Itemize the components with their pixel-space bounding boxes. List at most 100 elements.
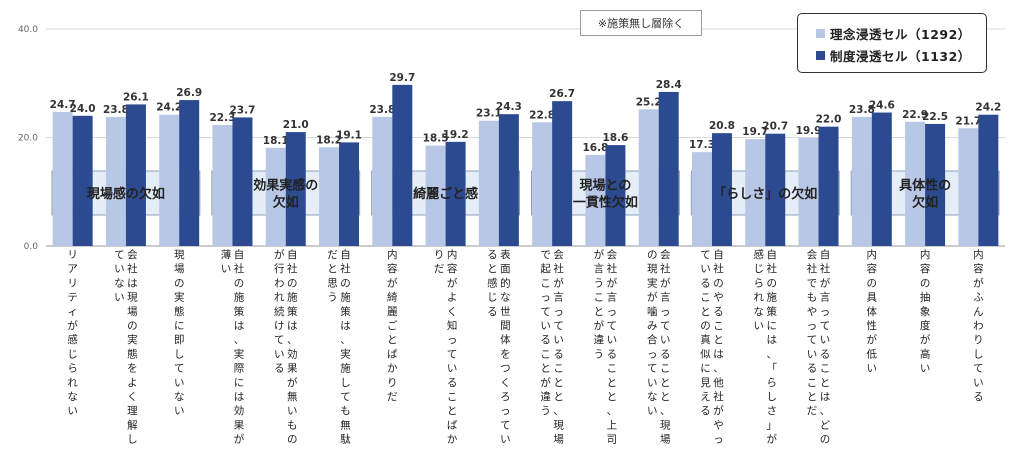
category-label: 内容が綺麗ごとばかりだ — [387, 248, 398, 403]
bar-series1 — [958, 128, 979, 246]
category-label: 内容の抽象度が高い — [920, 248, 931, 375]
data-label: 24.2 — [156, 102, 182, 114]
category-label: 薄い — [221, 248, 232, 275]
bar-series1 — [691, 152, 712, 246]
data-label: 18.2 — [316, 134, 342, 146]
data-label: 26.7 — [549, 88, 575, 100]
data-label: 18.5 — [423, 133, 449, 145]
data-label: 19.7 — [742, 126, 768, 138]
category-label: で起こっていることが違う — [540, 249, 551, 417]
category-label: 表面的な世間体をつくろってい — [500, 248, 511, 446]
bar-series2 — [232, 117, 253, 247]
bar-series2 — [818, 126, 839, 246]
bar-series2 — [552, 101, 573, 246]
data-label: 23.7 — [230, 104, 256, 116]
group-label: 綺麗ごと感 — [413, 186, 478, 202]
group-label: 一貫性欠如 — [573, 195, 638, 211]
bar-series1 — [425, 145, 446, 246]
note-box: ※施策無し層除く — [580, 10, 702, 36]
data-label: 22.9 — [902, 109, 928, 121]
group-label: 具体性の — [899, 178, 951, 194]
data-label: 24.0 — [70, 103, 96, 115]
category-label: 会社が言っていることと、現場 — [660, 248, 671, 446]
category-label: 内容の具体性が低い — [867, 248, 878, 375]
bar-series1 — [52, 112, 73, 246]
group-label: 「らしさ」の欠如 — [713, 186, 817, 202]
category-label: 自社が言っていることは、どの — [820, 248, 831, 446]
bar-series2 — [179, 100, 200, 246]
data-label: 25.2 — [636, 96, 662, 108]
category-label: ると感じる — [487, 249, 498, 318]
category-label: 会社でもやっていることだ — [807, 248, 818, 417]
note-text: ※施策無し層除く — [597, 17, 685, 30]
category-label: だと思う — [327, 249, 338, 304]
data-label: 20.7 — [762, 121, 788, 133]
legend: 理念浸透セル（1292） 制度浸透セル（1132） — [797, 13, 987, 73]
category-label: 会社は現場の実態をよく理解し — [127, 248, 138, 446]
bar-series1 — [905, 121, 926, 246]
bar-series2 — [339, 142, 360, 246]
group-label: 現場感の欠如 — [87, 186, 165, 202]
legend-swatch-series2 — [816, 50, 825, 60]
data-label: 29.7 — [389, 72, 415, 84]
legend-label-series2: 制度浸透セル（1132） — [830, 48, 971, 64]
category-label: 自社の施策は、効果が無いもの — [287, 248, 298, 446]
data-label: 23.8 — [103, 104, 129, 116]
group-label: 欠如 — [273, 195, 299, 211]
bar-series2 — [285, 132, 306, 246]
category-label: 自社のやることは、他社がやっ — [713, 248, 724, 446]
data-label: 16.8 — [582, 142, 608, 154]
data-label: 22.0 — [816, 114, 842, 126]
bar-series2 — [978, 114, 999, 246]
legend-label-series1: 理念浸透セル（1292） — [830, 26, 971, 42]
bar-series2 — [392, 84, 413, 246]
data-label: 24.6 — [869, 100, 895, 112]
data-label: 19.2 — [443, 129, 469, 141]
category-label: が行われ続けている — [274, 248, 285, 375]
bar-series1 — [105, 116, 126, 246]
bar-series1 — [478, 120, 499, 246]
category-label: 会社が言っていることと、上司 — [607, 248, 618, 446]
bar-series1 — [851, 116, 872, 246]
bar-series2 — [498, 114, 519, 246]
data-label: 22.3 — [210, 112, 236, 124]
data-label: 24.7 — [50, 99, 76, 111]
bar-series1 — [372, 116, 393, 246]
category-label: 自社の施策は、実際には効果が — [234, 248, 245, 446]
data-label: 28.4 — [656, 79, 682, 91]
category-label: 内容がふんわりしている — [973, 248, 984, 403]
legend-item-series1: 理念浸透セル（1292） — [816, 22, 986, 44]
data-label: 18.1 — [263, 135, 289, 147]
data-label: 23.8 — [849, 104, 875, 116]
category-label: りだ — [434, 249, 445, 275]
bar-series2 — [125, 104, 146, 246]
category-label: 現場の実態に即していない — [174, 249, 185, 417]
bar-series2 — [72, 115, 93, 246]
bar-series1 — [585, 154, 606, 246]
category-label: 自社の施策には、「らしさ」が — [767, 248, 778, 446]
bar-series1 — [212, 125, 233, 246]
category-label: の現実が噛み合っていない — [647, 249, 658, 417]
data-label: 23.1 — [476, 108, 502, 120]
y-tick-label: 40.0 — [18, 25, 38, 35]
category-label: 内容がよく知っていることばか — [447, 248, 458, 446]
data-label: 22.8 — [529, 109, 555, 121]
bar-series1 — [745, 139, 766, 246]
category-label: が言うことが違う — [594, 248, 605, 360]
category-label: リアリティが感じられない — [67, 249, 78, 417]
group-label: 現場との — [579, 178, 631, 194]
data-label: 20.8 — [709, 120, 735, 132]
bar-series2 — [605, 145, 626, 246]
data-label: 24.3 — [496, 101, 522, 113]
data-label: 17.3 — [689, 139, 715, 151]
bar-series1 — [638, 109, 659, 246]
category-label: ていない — [114, 249, 125, 304]
bar-series1 — [319, 147, 340, 246]
data-label: 26.9 — [176, 87, 202, 99]
group-label: 欠如 — [912, 195, 938, 211]
bar-series2 — [658, 91, 679, 247]
data-label: 26.1 — [123, 91, 149, 103]
y-tick-label: 20.0 — [18, 134, 38, 144]
data-label: 19.9 — [796, 125, 822, 137]
